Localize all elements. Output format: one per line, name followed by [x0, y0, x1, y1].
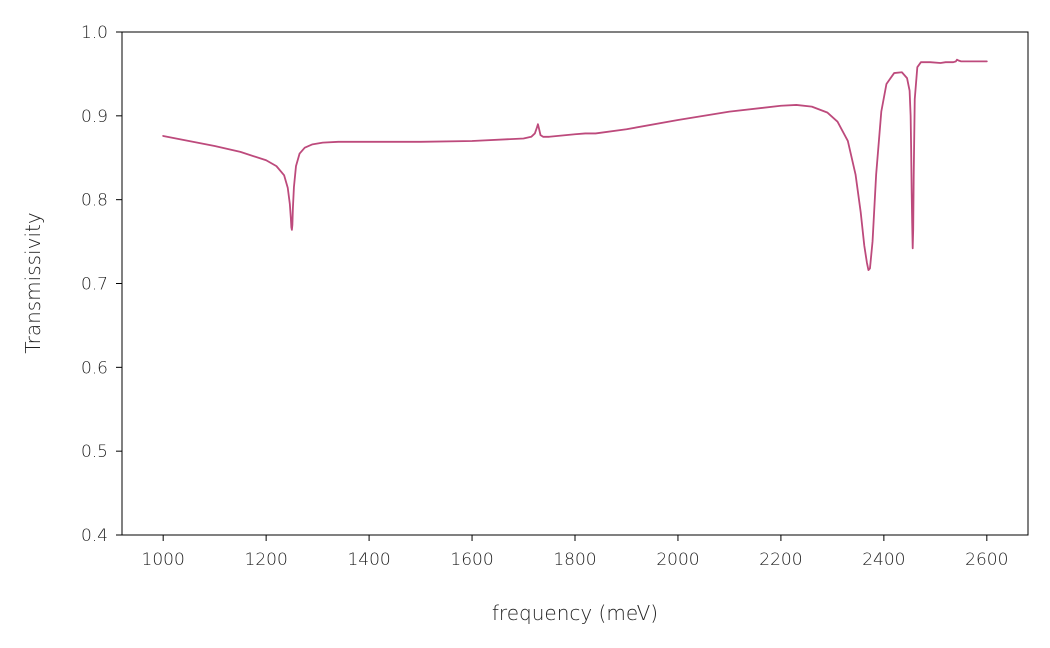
- y-tick-label: 0.9: [81, 107, 108, 127]
- x-tick-label: 1400: [347, 550, 390, 570]
- x-tick-label: 1000: [142, 550, 185, 570]
- y-tick-label: 0.5: [81, 442, 108, 462]
- y-tick-label: 0.6: [81, 358, 108, 378]
- series-layer: [162, 58, 988, 271]
- x-axis: 1000 1200 1400 1600 1800 2000 2200 2400 2600: [142, 535, 1008, 570]
- x-tick-label: 1200: [245, 550, 288, 570]
- y-axis: 0.4 0.5 0.6 0.7 0.8 0.9 1.0: [81, 23, 122, 546]
- y-axis-label: Transmissivity: [21, 212, 45, 353]
- y-tick-label: 1.0: [81, 23, 108, 43]
- x-tick-label: 2200: [759, 550, 802, 570]
- x-tick-label: 1600: [450, 550, 493, 570]
- x-tick-label: 2000: [656, 550, 699, 570]
- transmissivity-line: [162, 58, 988, 271]
- y-tick-label: 0.7: [81, 275, 108, 295]
- y-tick-label: 0.8: [81, 191, 108, 211]
- plot-area-frame: [121, 31, 1029, 536]
- x-axis-label: frequency (meV): [492, 601, 658, 625]
- y-tick-label: 0.4: [81, 526, 108, 546]
- x-tick-label: 1800: [553, 550, 596, 570]
- x-tick-label: 2400: [862, 550, 905, 570]
- x-tick-label: 2600: [965, 550, 1008, 570]
